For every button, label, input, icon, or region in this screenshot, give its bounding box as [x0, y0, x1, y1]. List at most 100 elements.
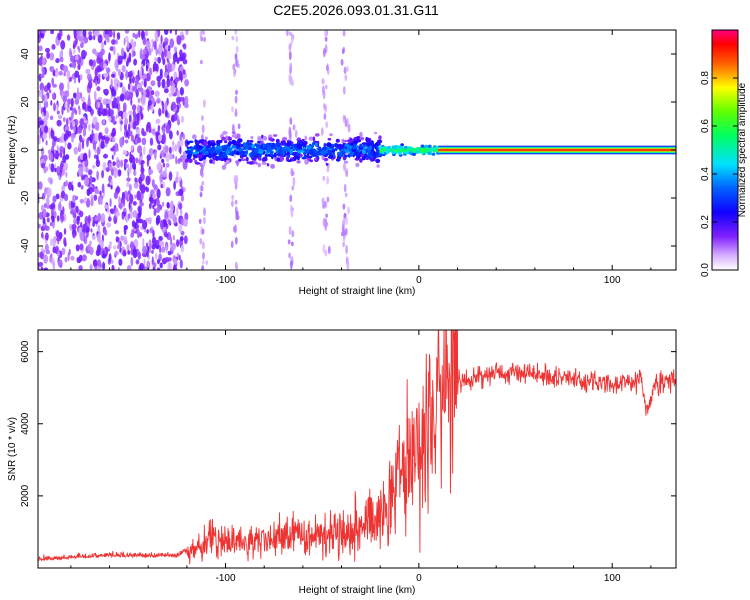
- heatmap-cell: [70, 209, 75, 215]
- heatmap-cell: [222, 147, 226, 151]
- heatmap-cell: [87, 105, 92, 112]
- heatmap-cell: [76, 215, 81, 221]
- heatmap-cell: [118, 169, 122, 176]
- heatmap-cell: [138, 30, 141, 38]
- heatmap-cell: [256, 147, 260, 150]
- heatmap-cell: [118, 195, 121, 206]
- heatmap-cell: [335, 138, 340, 143]
- heatmap-cell: [408, 151, 413, 155]
- heatmap-cell: [288, 128, 292, 139]
- heatmap-cell: [140, 81, 144, 86]
- heatmap-cell: [158, 42, 163, 52]
- heatmap-cell: [102, 98, 108, 105]
- heatmap-ytick-label: -20: [20, 190, 31, 205]
- heatmap-cell: [329, 133, 333, 137]
- heatmap-cell: [162, 162, 166, 168]
- heatmap-cell: [324, 30, 327, 38]
- heatmap-cell: [67, 181, 73, 191]
- heatmap-cell: [73, 48, 76, 54]
- heatmap-cell: [126, 264, 132, 270]
- heatmap-cell: [133, 58, 138, 66]
- heatmap-cell: [376, 164, 380, 168]
- heatmap-cell: [81, 175, 85, 181]
- heatmap-cell: [63, 228, 67, 235]
- heatmap-cell: [124, 90, 130, 99]
- heatmap-cell: [359, 158, 363, 163]
- heatmap-cell: [154, 151, 157, 159]
- heatmap-cell: [97, 101, 100, 108]
- heatmap-cell: [389, 148, 393, 152]
- heatmap-cell: [158, 236, 163, 241]
- heatmap-cell: [110, 184, 113, 190]
- heatmap-cell: [146, 154, 152, 161]
- heatmap-cell: [132, 248, 138, 259]
- heatmap-cell: [353, 140, 358, 145]
- heatmap-cell: [95, 249, 100, 257]
- heatmap-cell: [80, 42, 84, 49]
- heatmap-cell: [399, 146, 403, 150]
- heatmap-ytick-label: -40: [20, 238, 31, 253]
- heatmap-cell: [68, 77, 71, 83]
- heatmap-cell: [231, 106, 234, 113]
- heatmap-cell: [140, 160, 145, 165]
- heatmap-cell: [320, 127, 324, 136]
- heatmap-cell: [148, 239, 152, 250]
- heatmap-cell: [296, 160, 301, 164]
- heatmap-cell: [66, 34, 71, 41]
- heatmap-cell: [132, 42, 136, 48]
- heatmap-cell: [221, 164, 227, 170]
- heatmap-cell: [174, 30, 178, 36]
- heatmap-cell: [289, 75, 292, 85]
- heatmap-cell: [91, 235, 96, 240]
- heatmap-cell: [113, 97, 117, 104]
- heatmap-cell: [53, 136, 58, 142]
- heatmap-cell: [87, 214, 91, 224]
- heatmap-cell: [324, 84, 328, 90]
- heatmap-cell: [151, 236, 157, 246]
- heatmap-cell: [324, 36, 328, 42]
- heatmap-xtick-label: 0: [416, 275, 422, 286]
- heatmap-cell: [100, 41, 105, 49]
- heatmap-cell: [292, 176, 296, 187]
- heatmap-cell: [132, 109, 136, 118]
- heatmap-cell: [59, 145, 64, 154]
- heatmap-cell: [431, 152, 436, 156]
- heatmap-cell: [110, 132, 116, 137]
- heatmap-cell: [108, 30, 113, 38]
- heatmap-cell: [176, 35, 182, 46]
- heatmap-cell: [246, 139, 250, 144]
- heatmap-cell: [229, 152, 234, 156]
- heatmap-cell: [96, 56, 101, 64]
- heatmap-cell: [77, 45, 80, 50]
- heatmap-cell: [119, 122, 123, 132]
- heatmap-cell: [38, 37, 41, 44]
- heatmap-cell: [114, 146, 119, 152]
- heatmap-cell: [227, 147, 233, 151]
- heatmap-cell: [151, 249, 154, 254]
- heatmap-cell: [112, 245, 117, 250]
- heatmap-cell: [288, 252, 291, 259]
- heatmap-cell: [86, 188, 91, 197]
- heatmap-cell: [50, 163, 55, 173]
- heatmap-cell: [123, 102, 127, 112]
- heatmap-cell: [180, 194, 184, 202]
- heatmap-cell: [146, 242, 148, 248]
- heatmap-cell: [117, 55, 123, 65]
- heatmap-cell: [248, 140, 254, 143]
- heatmap-cell: [113, 30, 116, 39]
- heatmap-cell: [148, 203, 152, 209]
- heatmap-cell: [90, 228, 93, 233]
- heatmap-cell: [102, 261, 106, 270]
- heatmap-cell: [183, 219, 188, 227]
- heatmap-cell: [172, 144, 175, 153]
- heatmap-cell: [349, 142, 355, 146]
- heatmap-cell: [78, 265, 83, 270]
- heatmap-cell: [184, 95, 189, 106]
- heatmap-cell: [224, 140, 228, 144]
- heatmap-cell: [234, 108, 238, 118]
- heatmap-cell: [53, 69, 56, 77]
- heatmap-cell: [70, 51, 73, 56]
- heatmap-cell: [139, 262, 144, 270]
- heatmap-cell: [112, 115, 116, 125]
- heatmap-cell: [148, 217, 152, 225]
